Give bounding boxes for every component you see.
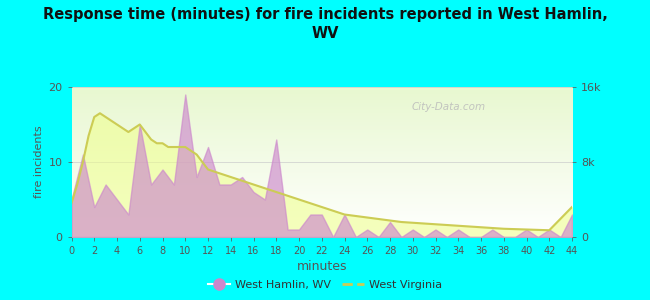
Text: Response time (minutes) for fire incidents reported in West Hamlin,
WV: Response time (minutes) for fire inciden…: [42, 8, 608, 41]
Legend: West Hamlin, WV, West Virginia: West Hamlin, WV, West Virginia: [203, 276, 447, 294]
Y-axis label: fire incidents: fire incidents: [34, 126, 44, 198]
X-axis label: minutes: minutes: [296, 260, 347, 273]
Text: City-Data.com: City-Data.com: [412, 102, 486, 112]
